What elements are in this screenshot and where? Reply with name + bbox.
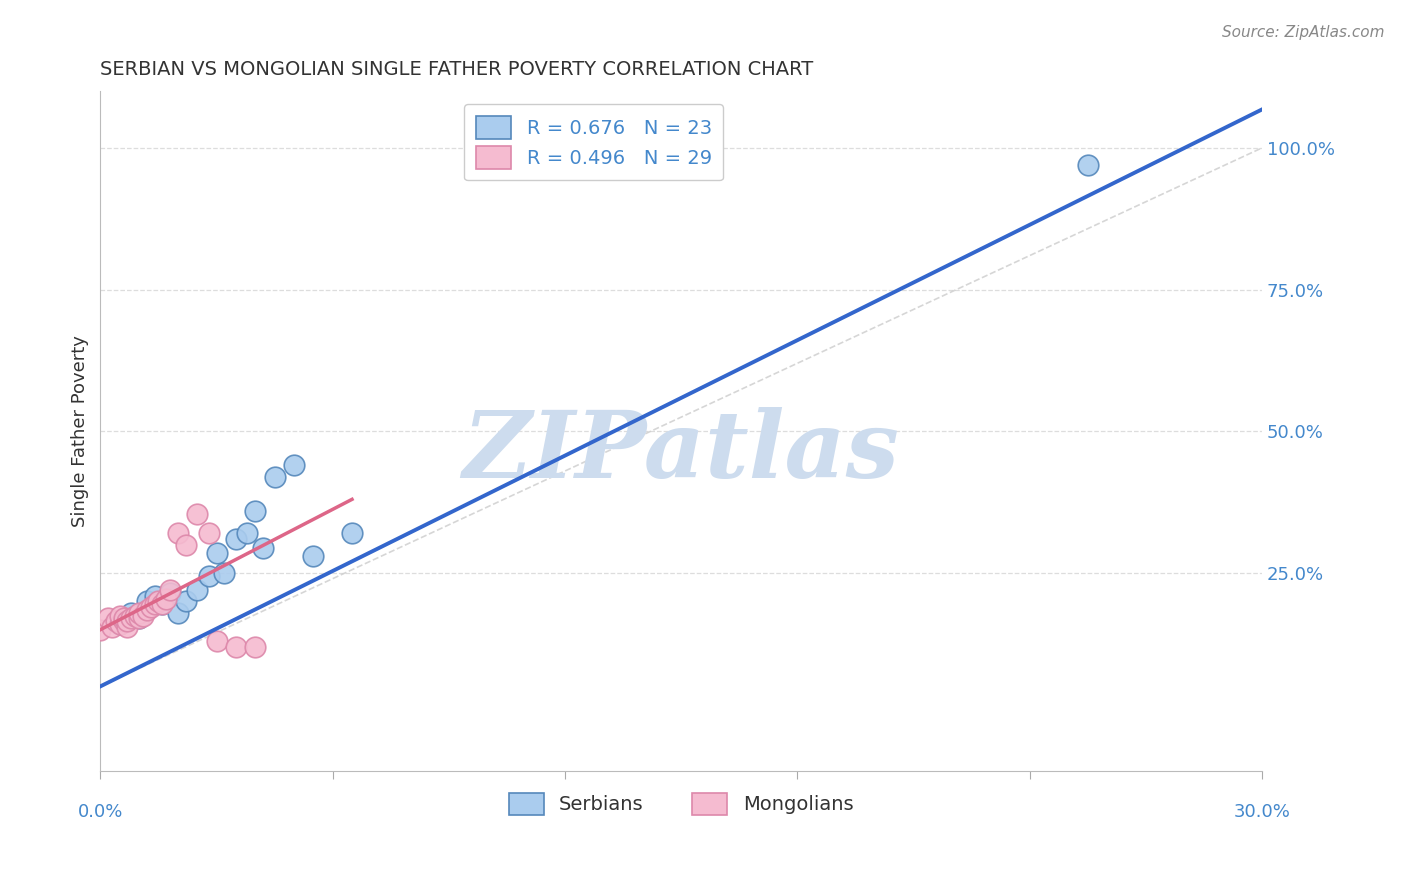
Point	[128, 608, 150, 623]
Point	[120, 611, 142, 625]
Point	[166, 606, 188, 620]
Point	[340, 526, 363, 541]
Point	[174, 538, 197, 552]
Legend: Serbians, Mongolians: Serbians, Mongolians	[501, 785, 862, 823]
Point	[302, 549, 325, 563]
Point	[117, 614, 139, 628]
Point	[205, 634, 228, 648]
Point	[166, 526, 188, 541]
Point	[225, 532, 247, 546]
Point	[108, 608, 131, 623]
Point	[104, 614, 127, 628]
Point	[143, 597, 166, 611]
Text: ZIPatlas: ZIPatlas	[463, 407, 900, 497]
Point	[108, 617, 131, 632]
Point	[135, 594, 157, 608]
Point	[120, 606, 142, 620]
Text: 30.0%: 30.0%	[1233, 803, 1291, 821]
Point	[159, 582, 181, 597]
Point	[108, 617, 131, 632]
Point	[101, 620, 124, 634]
Text: SERBIAN VS MONGOLIAN SINGLE FATHER POVERTY CORRELATION CHART: SERBIAN VS MONGOLIAN SINGLE FATHER POVER…	[100, 60, 814, 78]
Point	[143, 589, 166, 603]
Point	[245, 504, 267, 518]
Point	[197, 526, 219, 541]
Point	[128, 611, 150, 625]
Point	[186, 507, 208, 521]
Text: Source: ZipAtlas.com: Source: ZipAtlas.com	[1222, 25, 1385, 40]
Point	[186, 582, 208, 597]
Point	[148, 594, 170, 608]
Point	[159, 586, 181, 600]
Point	[139, 600, 162, 615]
Point	[212, 566, 235, 580]
Point	[263, 469, 285, 483]
Point	[132, 608, 155, 623]
Point	[155, 591, 177, 606]
Point	[225, 640, 247, 654]
Point	[89, 623, 111, 637]
Point	[135, 603, 157, 617]
Point	[174, 594, 197, 608]
Point	[236, 526, 259, 541]
Point	[197, 569, 219, 583]
Point	[97, 611, 120, 625]
Point	[128, 611, 150, 625]
Point	[205, 546, 228, 560]
Text: 0.0%: 0.0%	[77, 803, 124, 821]
Y-axis label: Single Father Poverty: Single Father Poverty	[72, 335, 89, 527]
Point	[112, 611, 135, 625]
Point	[1077, 158, 1099, 172]
Point	[124, 608, 146, 623]
Point	[150, 597, 173, 611]
Point	[245, 640, 267, 654]
Point	[112, 614, 135, 628]
Point	[128, 606, 150, 620]
Point	[117, 620, 139, 634]
Point	[252, 541, 274, 555]
Point	[283, 458, 305, 473]
Point	[150, 597, 173, 611]
